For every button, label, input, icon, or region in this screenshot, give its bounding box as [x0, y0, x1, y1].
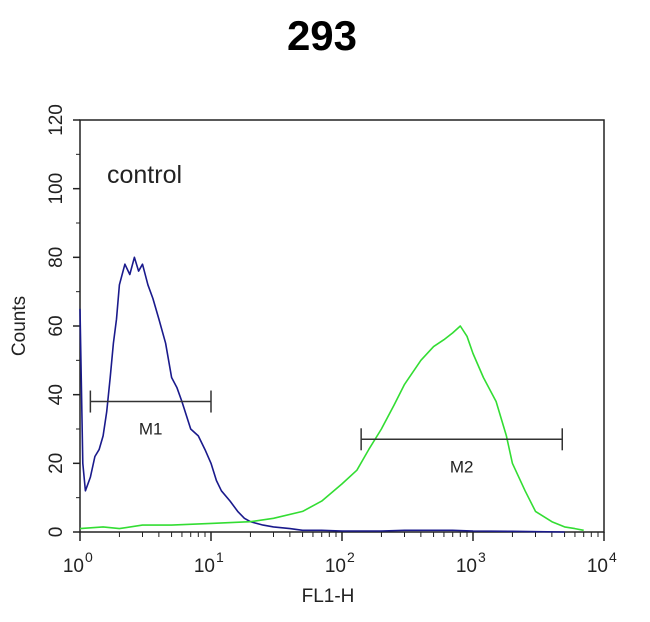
x-tick-label: 10: [587, 556, 608, 577]
x-tick-exponent: 1: [216, 549, 224, 565]
y-axis-label: Counts: [9, 296, 30, 356]
x-axis: 10 0 10 1 10 2 10 3 10 4: [63, 532, 617, 577]
y-tick-label: 120: [46, 104, 67, 136]
y-axis: 0 20 40 60 80 100 120: [46, 104, 80, 537]
y-tick-label: 60: [46, 315, 67, 336]
series-layer: [79, 256, 584, 533]
y-tick-label: 100: [46, 173, 67, 205]
x-tick-exponent: 2: [347, 549, 355, 565]
y-tick-label: 40: [46, 384, 67, 405]
x-tick-label: 10: [63, 556, 84, 577]
x-tick-exponent: 4: [609, 549, 617, 565]
y-tick-label: 0: [46, 527, 67, 538]
x-tick-label: 10: [456, 556, 477, 577]
histogram-series-2: [79, 325, 584, 532]
y-tick-label: 80: [46, 247, 67, 268]
control-annotation: control: [107, 161, 182, 189]
gate-marker-m2: M2: [360, 428, 563, 476]
x-tick-exponent: 3: [478, 549, 486, 565]
x-axis-label: FL1-H: [302, 586, 355, 607]
gate-label: M2: [450, 457, 474, 476]
gate-label: M1: [139, 420, 163, 439]
marker-layer: M1 M2: [89, 390, 563, 476]
x-tick-label: 10: [325, 556, 346, 577]
gate-marker-m1: M1: [89, 390, 212, 439]
chart-title: 293: [287, 12, 357, 59]
x-tick-exponent: 0: [85, 549, 93, 565]
histogram-series-1: [79, 256, 565, 533]
x-tick-label: 10: [194, 556, 215, 577]
y-tick-label: 20: [46, 453, 67, 474]
